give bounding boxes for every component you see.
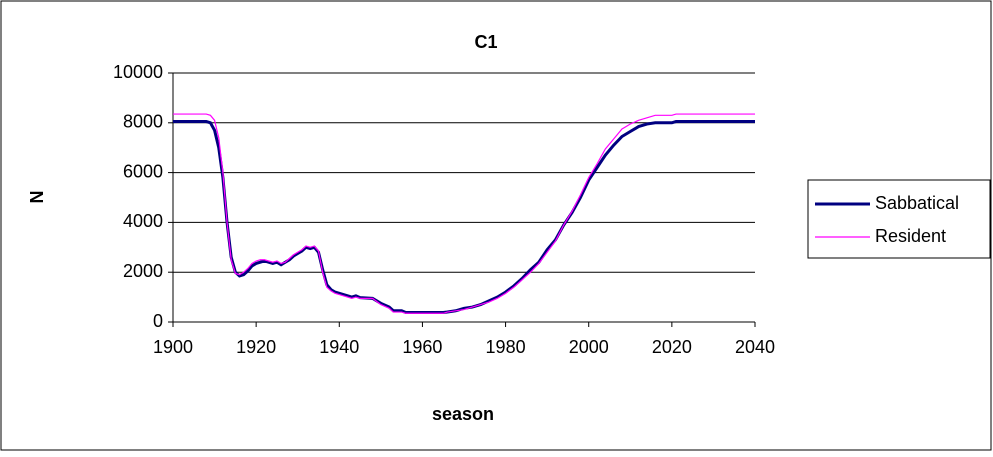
chart-title: C1 — [474, 32, 497, 52]
x-tick-label: 2040 — [735, 337, 775, 357]
y-tick-label: 2000 — [123, 261, 163, 281]
x-axis-label: season — [432, 404, 494, 424]
x-tick-label: 2020 — [652, 337, 692, 357]
legend-label: Resident — [875, 226, 946, 246]
legend — [807, 179, 991, 259]
x-tick-label: 1920 — [236, 337, 276, 357]
y-tick-label: 0 — [153, 311, 163, 331]
series-line — [173, 113, 755, 314]
x-tick-label: 1940 — [319, 337, 359, 357]
y-tick-label: 6000 — [123, 161, 163, 181]
y-tick-label: 4000 — [123, 211, 163, 231]
x-tick-label: 1960 — [402, 337, 442, 357]
x-tick-label: 1900 — [153, 337, 193, 357]
y-axis-label: N — [27, 191, 47, 204]
y-tick-label: 10000 — [113, 62, 163, 82]
legend-label: Sabbatical — [875, 193, 959, 213]
series-line — [173, 120, 755, 315]
x-tick-label: 1980 — [486, 337, 526, 357]
x-tick-label: 2000 — [569, 337, 609, 357]
y-tick-label: 8000 — [123, 112, 163, 132]
